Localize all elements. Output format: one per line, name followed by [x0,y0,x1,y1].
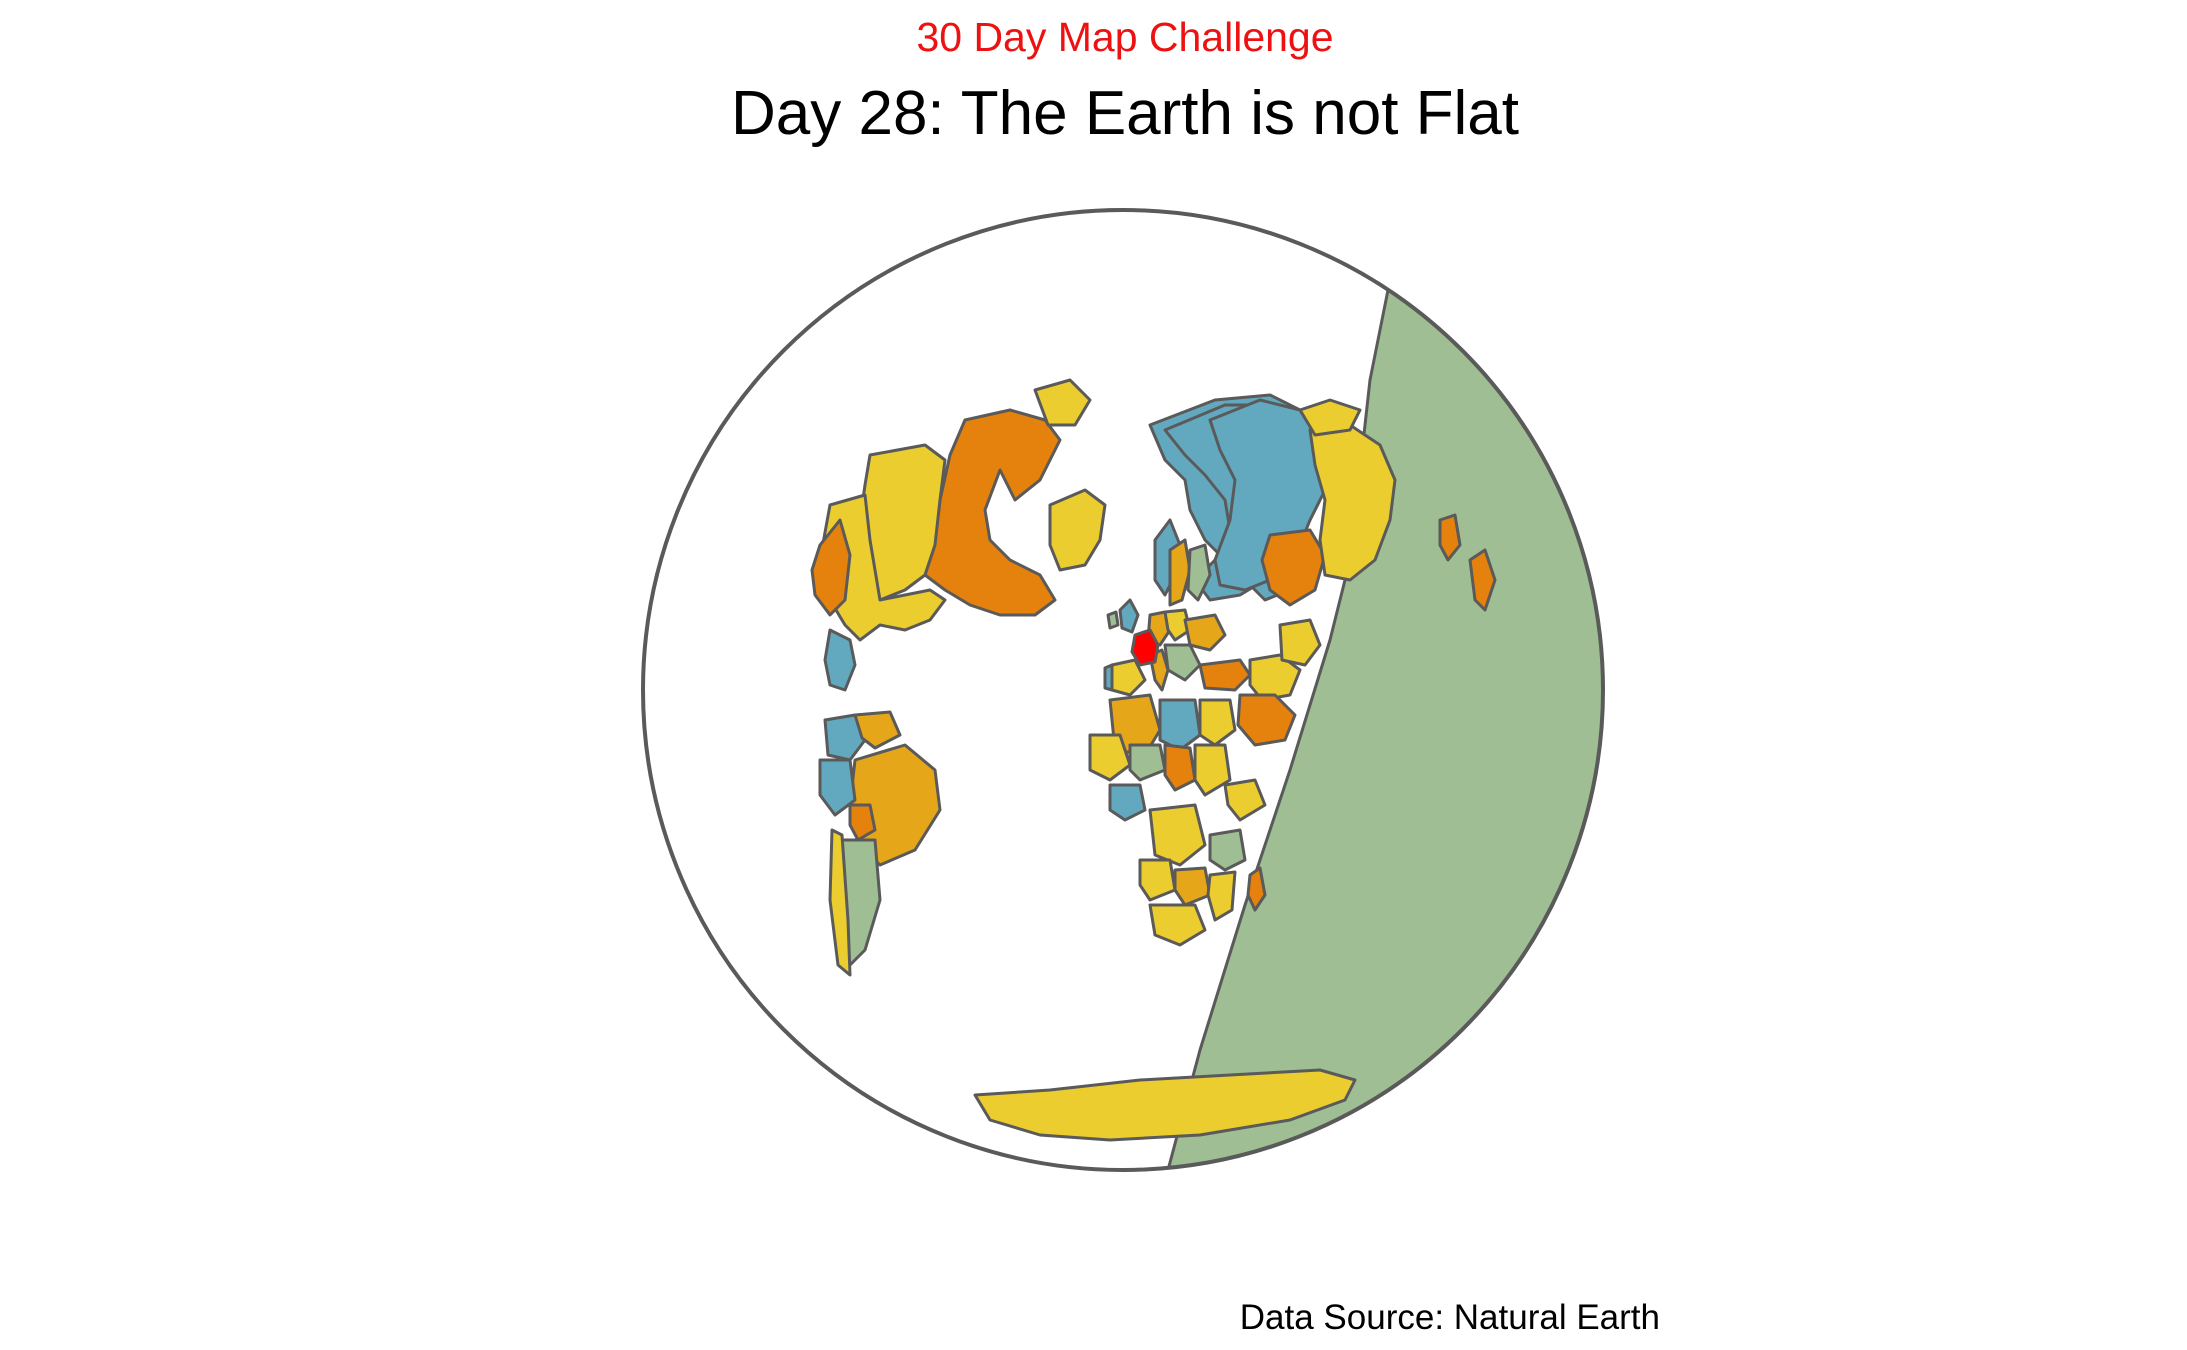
country-iran [1248,653,1302,702]
country-sudan [1193,743,1232,797]
country-chad [1163,743,1197,792]
country-nigeria [1108,783,1147,822]
country-ukraine [1183,613,1227,652]
country-angola [1138,858,1177,902]
country-turkey [1198,658,1252,692]
country-chile [828,828,852,977]
country-drc [1148,803,1207,867]
map-title: Day 28: The Earth is not Flat [730,79,1520,148]
country-china [1308,423,1397,582]
country-mexico [823,628,857,692]
country-alaska-north [1033,378,1092,427]
country-south-africa [1148,903,1207,947]
globe-outline [641,208,1605,1172]
continent-antarctica [973,1068,1357,1142]
country-sweden [1168,538,1192,607]
country-korea [1438,513,1462,562]
country-ireland [1106,610,1120,630]
map-subtitle: 30 Day Map Challenge [916,14,1334,60]
country-madagascar [1246,866,1267,912]
country-portugal [1103,663,1114,692]
country-france [1130,628,1160,667]
country-venezuela [853,710,902,750]
country-japan [1468,548,1497,612]
country-zambia [1173,866,1212,907]
country-saudi-arabia [1236,693,1297,747]
country-usa-west [810,518,852,617]
country-bolivia [848,803,877,842]
country-peru [818,758,857,817]
country-ethiopia [1223,778,1267,822]
country-afghanistan [1278,618,1322,667]
country-niger [1128,743,1167,782]
country-tanzania [1208,828,1247,872]
country-libya [1158,698,1202,752]
country-kazakhstan [1260,528,1327,607]
country-uk [1118,598,1140,634]
country-poland [1163,608,1192,642]
country-balkans [1163,643,1202,682]
country-mongolia [1298,398,1362,437]
data-source-caption: Data Source: Natural Earth [1239,1298,1660,1337]
country-egypt [1198,698,1237,747]
country-canada-east [1048,488,1107,572]
country-canada [923,408,1062,617]
country-mali [1088,733,1132,782]
country-colombia [823,713,867,762]
country-finland [1186,543,1212,602]
country-mozambique [1206,870,1237,922]
